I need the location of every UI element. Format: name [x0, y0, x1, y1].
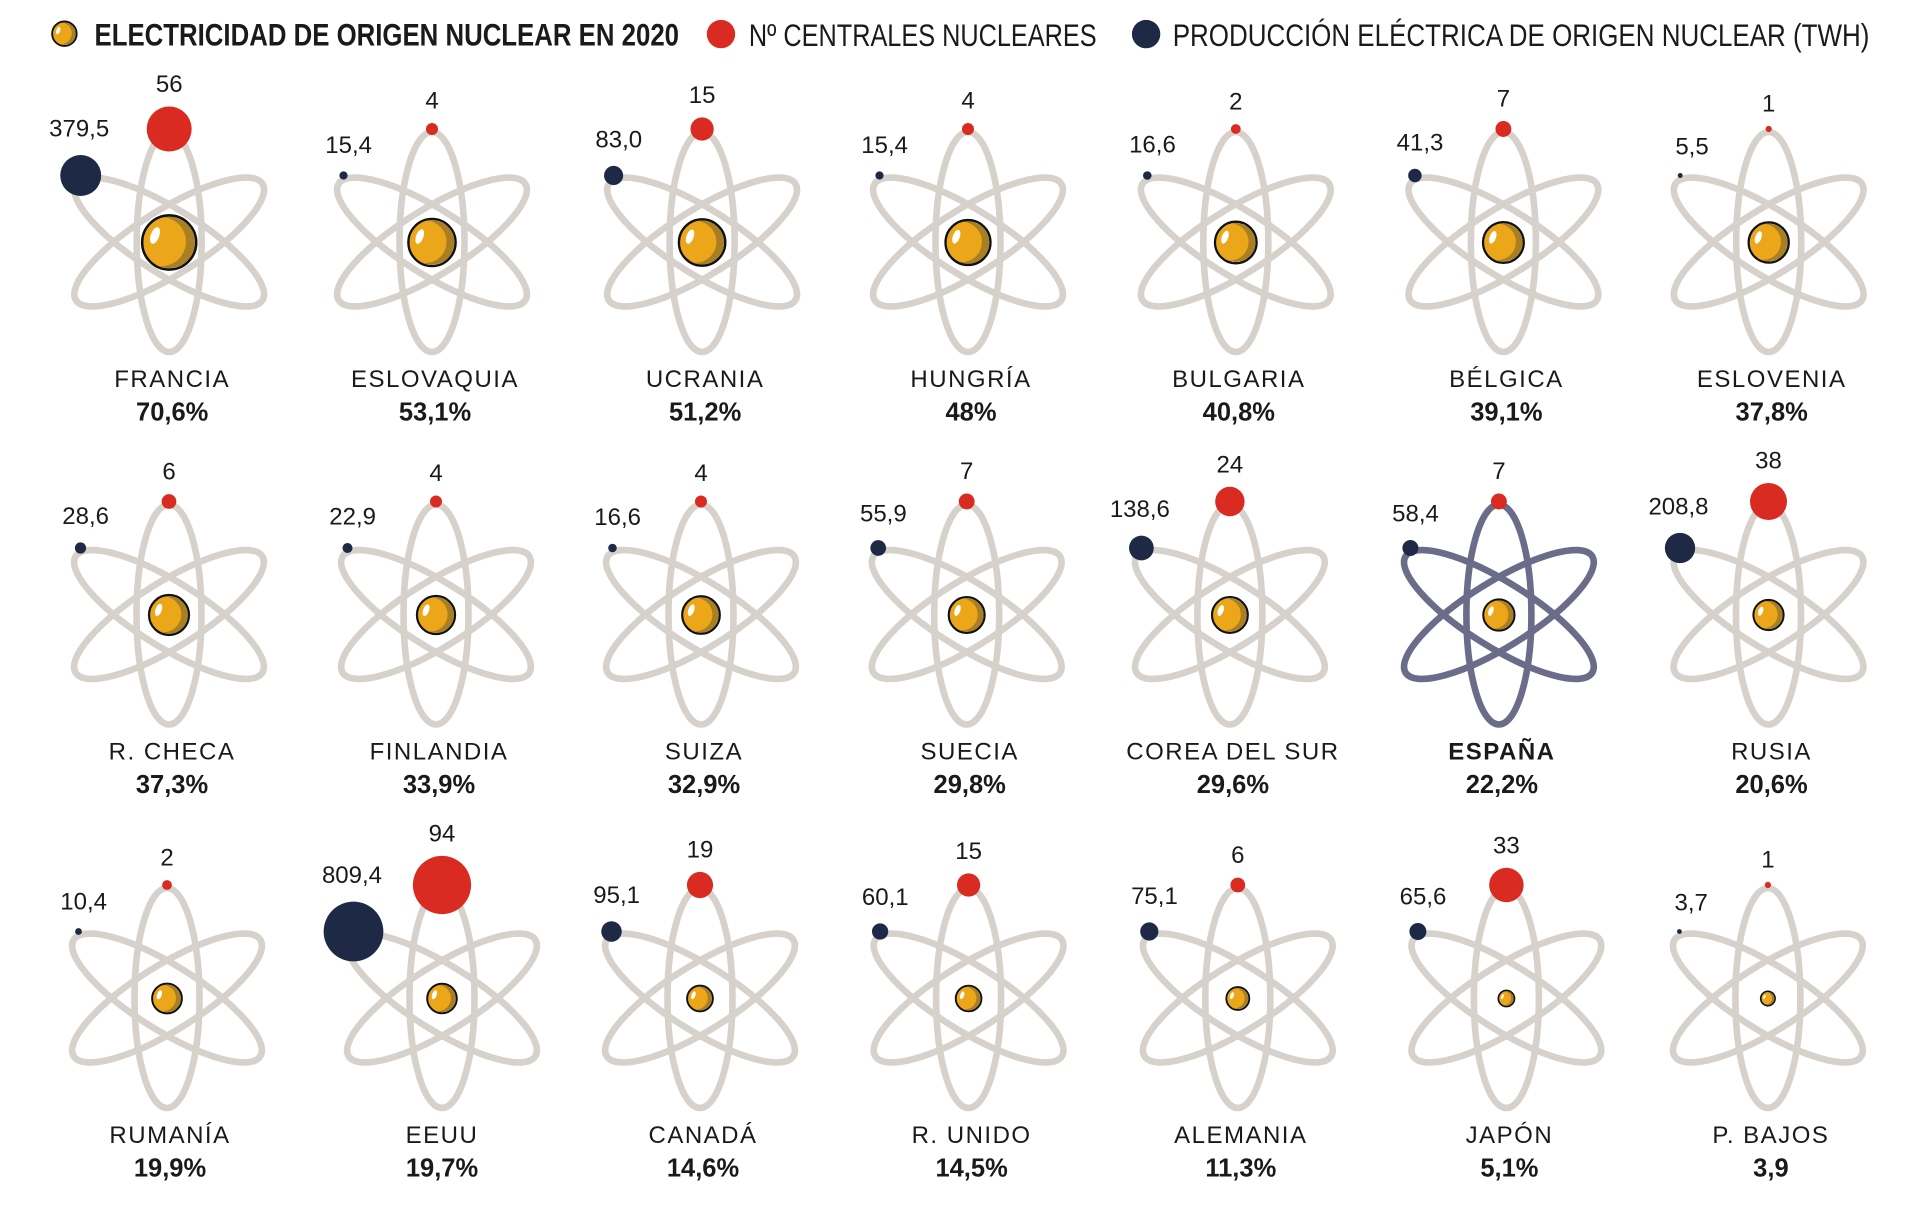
svg-text:39,1%: 39,1% [1470, 399, 1542, 427]
svg-text:JAPÓN: JAPÓN [1466, 1122, 1554, 1149]
svg-text:53,1%: 53,1% [399, 399, 471, 427]
svg-text:4: 4 [425, 88, 438, 115]
svg-text:65,6: 65,6 [1400, 884, 1447, 911]
svg-text:19,7%: 19,7% [406, 1155, 478, 1183]
svg-text:ALEMANIA: ALEMANIA [1174, 1122, 1307, 1149]
svg-text:138,6: 138,6 [1110, 496, 1170, 523]
svg-text:COREA DEL SUR: COREA DEL SUR [1126, 739, 1339, 766]
svg-text:1: 1 [1761, 846, 1774, 873]
svg-text:10,4: 10,4 [60, 889, 107, 916]
svg-text:ELECTRICIDAD DE ORIGEN NUCLEAR: ELECTRICIDAD DE ORIGEN NUCLEAR EN 2020 [95, 17, 680, 53]
svg-text:55,9: 55,9 [860, 501, 907, 528]
svg-text:51,2%: 51,2% [669, 399, 741, 427]
svg-text:ESLOVENIA: ESLOVENIA [1697, 366, 1847, 393]
svg-text:2: 2 [160, 845, 173, 872]
svg-text:RUMANÍA: RUMANÍA [109, 1122, 230, 1149]
svg-text:PRODUCCIÓN ELÉCTRICA DE ORIGEN: PRODUCCIÓN ELÉCTRICA DE ORIGEN NUCLEAR (… [1173, 17, 1870, 53]
svg-text:7: 7 [1492, 458, 1505, 485]
svg-text:UCRANIA: UCRANIA [646, 366, 765, 393]
svg-text:1: 1 [1762, 90, 1775, 117]
svg-text:11,3%: 11,3% [1205, 1155, 1276, 1183]
svg-text:33,9%: 33,9% [403, 771, 475, 799]
svg-text:33: 33 [1493, 832, 1520, 859]
svg-text:38: 38 [1755, 448, 1782, 475]
svg-text:6: 6 [1231, 842, 1244, 869]
svg-text:809,4: 809,4 [322, 862, 382, 889]
svg-text:2: 2 [1229, 89, 1242, 116]
svg-text:FINLANDIA: FINLANDIA [370, 739, 509, 766]
svg-text:379,5: 379,5 [49, 116, 109, 143]
svg-text:29,6%: 29,6% [1197, 771, 1269, 799]
svg-text:24: 24 [1217, 451, 1244, 478]
svg-text:48%: 48% [945, 399, 996, 427]
svg-text:37,3%: 37,3% [136, 771, 208, 799]
svg-text:20,6%: 20,6% [1735, 771, 1807, 799]
svg-text:P. BAJOS: P. BAJOS [1712, 1122, 1829, 1149]
svg-text:60,1: 60,1 [862, 884, 909, 911]
svg-text:15,4: 15,4 [325, 132, 372, 159]
svg-text:40,8%: 40,8% [1203, 399, 1275, 427]
svg-text:70,6%: 70,6% [136, 399, 208, 427]
svg-text:41,3: 41,3 [1397, 129, 1444, 156]
svg-text:RUSIA: RUSIA [1731, 739, 1812, 766]
svg-text:EEUU: EEUU [406, 1122, 479, 1149]
svg-text:6: 6 [162, 459, 175, 486]
svg-text:4: 4 [429, 460, 442, 487]
svg-text:15,4: 15,4 [861, 132, 908, 159]
svg-text:CANADÁ: CANADÁ [648, 1122, 757, 1149]
svg-text:15: 15 [689, 82, 716, 109]
svg-text:14,5%: 14,5% [935, 1155, 1007, 1183]
svg-text:ESPAÑA: ESPAÑA [1448, 738, 1555, 766]
svg-text:22,2%: 22,2% [1466, 771, 1538, 799]
svg-text:FRANCIA: FRANCIA [114, 366, 230, 393]
svg-text:208,8: 208,8 [1648, 493, 1708, 520]
svg-text:16,6: 16,6 [1129, 132, 1176, 159]
svg-text:4: 4 [961, 88, 974, 115]
svg-text:7: 7 [1497, 86, 1510, 113]
svg-text:83,0: 83,0 [595, 126, 642, 153]
svg-text:3,7: 3,7 [1675, 890, 1708, 917]
svg-text:58,4: 58,4 [1392, 501, 1439, 528]
svg-text:Nº CENTRALES NUCLEARES: Nº CENTRALES NUCLEARES [749, 17, 1097, 53]
svg-text:28,6: 28,6 [62, 503, 109, 530]
svg-text:94: 94 [429, 820, 456, 847]
svg-text:3,9: 3,9 [1753, 1155, 1788, 1183]
svg-text:15: 15 [955, 838, 982, 865]
svg-text:95,1: 95,1 [593, 882, 640, 909]
svg-text:32,9%: 32,9% [668, 771, 740, 799]
svg-text:37,8%: 37,8% [1736, 399, 1808, 427]
svg-text:ESLOVAQUIA: ESLOVAQUIA [351, 366, 519, 393]
svg-text:7: 7 [960, 458, 973, 485]
svg-text:19: 19 [687, 836, 714, 863]
svg-text:BÉLGICA: BÉLGICA [1449, 366, 1564, 393]
svg-text:56: 56 [156, 71, 183, 98]
svg-text:22,9: 22,9 [329, 504, 376, 531]
svg-text:14,6%: 14,6% [667, 1155, 739, 1183]
svg-text:BULGARIA: BULGARIA [1172, 366, 1305, 393]
svg-text:R. UNIDO: R. UNIDO [912, 1122, 1032, 1149]
svg-text:29,8%: 29,8% [934, 771, 1006, 799]
svg-text:HUNGRÍA: HUNGRÍA [910, 366, 1031, 393]
svg-text:19,9%: 19,9% [134, 1155, 206, 1183]
svg-text:16,6: 16,6 [594, 504, 641, 531]
svg-text:4: 4 [694, 460, 707, 487]
svg-text:R. CHECA: R. CHECA [109, 739, 236, 766]
svg-text:SUIZA: SUIZA [665, 739, 743, 766]
svg-text:75,1: 75,1 [1131, 883, 1178, 910]
svg-text:5,5: 5,5 [1675, 134, 1708, 161]
svg-text:5,1%: 5,1% [1480, 1155, 1538, 1183]
svg-text:SUECIA: SUECIA [921, 739, 1019, 766]
